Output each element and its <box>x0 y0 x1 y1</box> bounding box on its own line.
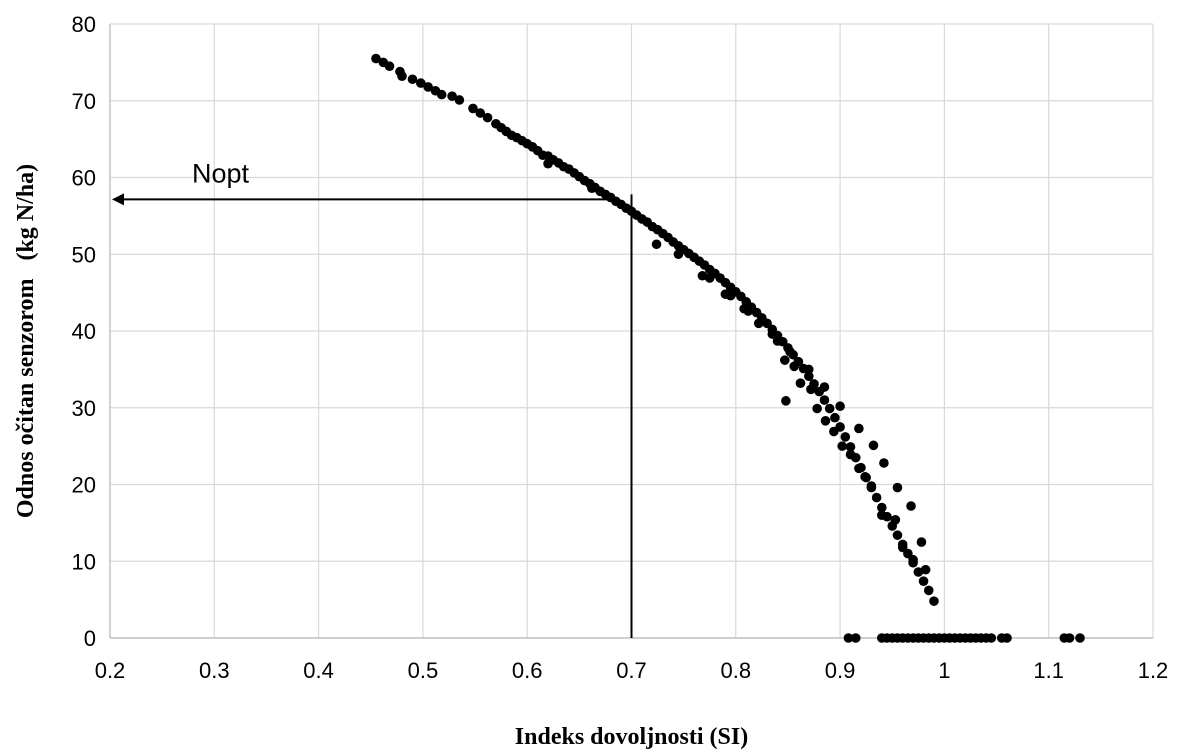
data-point <box>850 633 861 643</box>
y-tick-label: 70 <box>72 89 96 114</box>
x-tick-label: 1.1 <box>1033 658 1064 683</box>
data-point <box>877 510 887 520</box>
y-axis-title: Odnos očitan senzorom (kg N/ha) <box>13 164 39 518</box>
x-tick-label: 0.7 <box>616 658 647 683</box>
data-point <box>772 336 783 346</box>
x-tick-label: 0.5 <box>408 658 439 683</box>
data-point <box>795 378 806 388</box>
y-tick-label: 0 <box>84 626 96 651</box>
x-tick-label: 0.2 <box>95 658 126 683</box>
data-point <box>835 401 845 412</box>
x-tick-labels: 0.2 0.3 0.4 0.5 0.6 0.7 0.8 0.9 1 1.1 1.2 <box>95 658 1169 683</box>
data-point <box>785 346 795 357</box>
x-tick-label: 0.3 <box>199 658 230 683</box>
y-tick-label: 40 <box>72 319 96 344</box>
x-tick-label: 1.2 <box>1138 658 1169 683</box>
data-point <box>697 270 708 281</box>
data-point <box>830 412 840 423</box>
data-point <box>371 53 381 64</box>
data-point <box>868 440 879 451</box>
data-point <box>854 463 864 474</box>
data-point <box>845 449 856 460</box>
data-point <box>890 515 901 525</box>
data-point <box>845 442 856 452</box>
data-point <box>854 423 864 434</box>
x-axis-title: Indeks dovoljnosti (SI) <box>515 724 748 750</box>
data-point <box>397 71 407 81</box>
data-point <box>920 564 931 575</box>
nopt-label: Nopt <box>192 158 250 188</box>
data-point <box>482 112 493 123</box>
data-point <box>897 542 908 553</box>
data-point <box>725 290 736 301</box>
annotation: Nopt <box>112 158 633 638</box>
data-point <box>454 95 465 105</box>
data-point <box>819 395 830 405</box>
data-point <box>1064 633 1075 643</box>
data-point <box>704 273 715 283</box>
data-point <box>812 403 822 414</box>
data-point <box>837 441 847 451</box>
data-point <box>860 472 870 482</box>
data-point <box>871 492 882 503</box>
data-point <box>468 103 478 114</box>
data-point <box>753 318 764 329</box>
data-point <box>877 502 887 513</box>
x-tick-label: 0.6 <box>512 658 543 683</box>
data-point <box>892 482 903 493</box>
data-point <box>651 239 662 250</box>
data-point <box>804 364 814 375</box>
data-point <box>407 74 418 85</box>
x-tick-label: 0.9 <box>825 658 856 683</box>
y-tick-label: 50 <box>72 242 96 267</box>
data-points <box>371 53 1085 643</box>
y-tick-label: 20 <box>72 473 96 498</box>
data-point <box>843 633 854 643</box>
x-tick-label: 0.8 <box>721 658 752 683</box>
data-point <box>789 361 800 372</box>
data-point <box>820 415 831 426</box>
data-point <box>673 249 684 260</box>
y-tick-label: 10 <box>72 549 96 574</box>
data-point <box>819 382 830 392</box>
y-tick-label: 80 <box>72 12 96 37</box>
data-point <box>804 371 814 382</box>
data-point <box>879 458 889 468</box>
data-point <box>824 403 835 414</box>
data-point <box>475 108 486 118</box>
data-point <box>781 396 791 406</box>
data-point <box>916 537 927 547</box>
data-point <box>923 585 934 596</box>
data-point <box>416 78 426 88</box>
data-point <box>1075 633 1085 643</box>
data-point <box>929 596 939 606</box>
data-point <box>918 576 929 587</box>
y-tick-labels: 0 10 20 30 40 50 60 70 80 <box>72 12 96 651</box>
data-point <box>908 554 918 565</box>
data-point <box>767 329 778 339</box>
data-point <box>913 567 924 577</box>
data-point <box>906 501 916 511</box>
data-point <box>780 355 790 365</box>
data-point <box>436 89 447 100</box>
data-point <box>892 530 903 540</box>
y-tick-label: 60 <box>72 166 96 191</box>
data-point <box>587 183 597 194</box>
data-point <box>829 426 839 437</box>
data-point <box>866 481 877 491</box>
y-tick-label: 30 <box>72 396 96 421</box>
data-point <box>447 91 457 101</box>
data-point <box>1002 633 1012 643</box>
data-point <box>806 384 816 395</box>
data-point <box>840 432 851 442</box>
data-point <box>423 82 433 92</box>
x-tick-label: 1 <box>938 658 950 683</box>
data-point <box>543 158 553 169</box>
data-point <box>743 306 754 316</box>
data-point <box>986 633 997 643</box>
x-tick-label: 0.4 <box>303 658 334 683</box>
data-point <box>384 61 395 72</box>
